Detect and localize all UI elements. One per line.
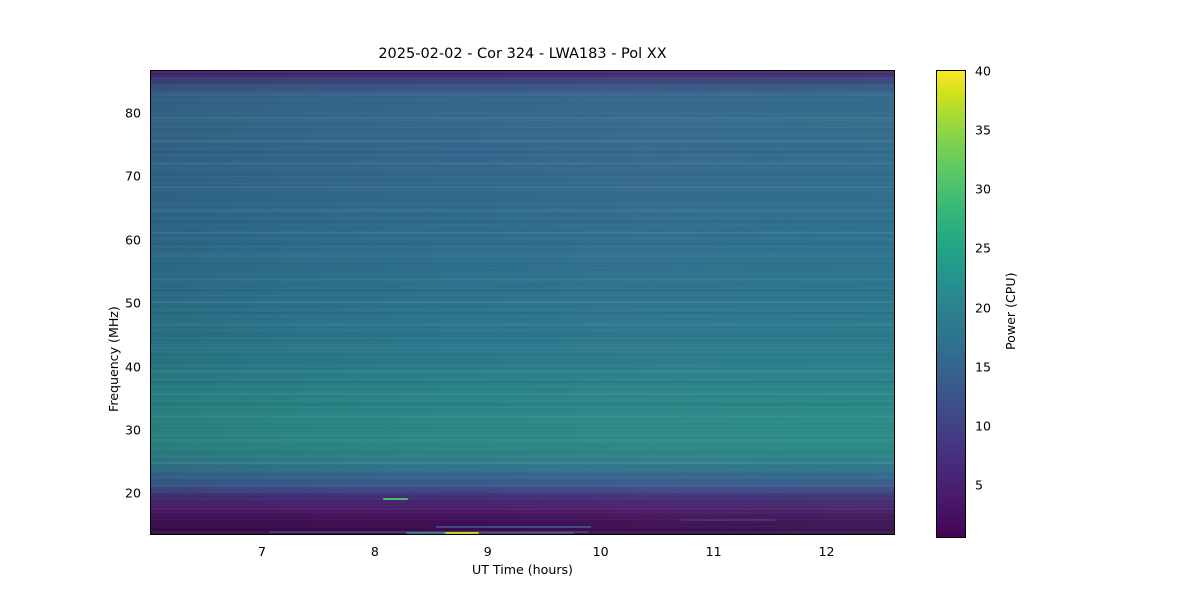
colorbar-tick-25 — [965, 249, 966, 250]
ytick-60 — [150, 241, 151, 242]
x-axis-title: UT Time (hours) — [472, 562, 573, 577]
colorbar-title: Power (CPU) — [1003, 272, 1018, 350]
ylabel-50: 50 — [124, 295, 141, 311]
colorbar-tick-10 — [965, 427, 966, 428]
ylabel-60: 60 — [124, 232, 141, 248]
x-axis-tick-labels: 7 8 9 10 11 12 — [150, 535, 895, 565]
ytick-70 — [150, 177, 151, 178]
channel-striping-fine — [151, 71, 894, 534]
xlabel-7: 7 — [257, 544, 267, 559]
rfi-streak-faint-right — [479, 532, 574, 534]
ytick-80 — [150, 114, 151, 115]
page-title: 2025-02-02 - Cor 324 - LWA183 - Pol XX — [378, 46, 667, 62]
colorbar-label-15: 15 — [975, 359, 992, 375]
colorbar-tick-40 — [965, 72, 966, 73]
colorbar-tick-30 — [965, 190, 966, 191]
xlabel-10: 10 — [592, 544, 609, 559]
ytick-40 — [150, 368, 151, 369]
xlabel-9: 9 — [483, 544, 492, 559]
colorbar-label-30: 30 — [975, 181, 992, 197]
colorbar-tick-20 — [965, 309, 966, 310]
ytick-50 — [150, 304, 151, 305]
spectrogram-axes[interactable] — [150, 70, 895, 535]
colorbar-tick-35 — [965, 131, 966, 132]
colorbar-label-5: 5 — [975, 477, 984, 493]
time-gradient-overlay — [151, 71, 894, 534]
rfi-streak-14p2mhz — [406, 532, 446, 534]
xlabel-8: 8 — [370, 544, 379, 559]
y-axis-title: Frequency (MHz) — [106, 306, 121, 412]
rfi-streak-19mhz — [383, 498, 408, 500]
xlabel-11: 11 — [705, 544, 722, 559]
ylabel-40: 40 — [124, 359, 141, 374]
ylabel-80: 80 — [124, 105, 141, 121]
colorbar-label-10: 10 — [975, 418, 992, 434]
colorbar-label-40: 40 — [975, 63, 992, 79]
rfi-streak-14p3mhz — [444, 532, 479, 534]
colorbar-label-20: 20 — [975, 300, 992, 316]
rfi-streak-faint-low — [681, 519, 776, 521]
colorbar-tick-5 — [965, 486, 966, 487]
rfi-streak-15mhz — [436, 526, 591, 528]
rfi-streak-14p4mhz — [269, 531, 589, 533]
colorbar-gradient — [937, 71, 965, 537]
colorbar-tick-15 — [965, 368, 966, 369]
ytick-20 — [150, 494, 151, 495]
ylabel-20: 20 — [124, 485, 141, 501]
colorbar-label-25: 25 — [975, 240, 992, 256]
spectrogram-image — [151, 71, 894, 534]
ylabel-30: 30 — [124, 422, 141, 438]
colorbar-label-35: 35 — [975, 122, 992, 138]
ylabel-70: 70 — [124, 168, 141, 184]
ytick-30 — [150, 431, 151, 432]
xlabel-12: 12 — [818, 544, 835, 559]
y-axis-tick-labels: 80 70 60 50 40 30 20 — [0, 70, 150, 535]
channel-striping-coarse — [151, 71, 894, 534]
colorbar[interactable] — [936, 70, 966, 538]
